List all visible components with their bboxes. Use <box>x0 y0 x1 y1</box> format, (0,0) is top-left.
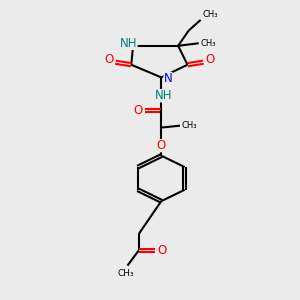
Text: O: O <box>206 53 214 66</box>
Text: CH₃: CH₃ <box>117 269 134 278</box>
Text: O: O <box>104 53 113 66</box>
Text: O: O <box>158 244 166 257</box>
Text: CH₃: CH₃ <box>202 10 218 19</box>
Text: N: N <box>164 72 172 85</box>
Text: NH: NH <box>155 89 172 102</box>
Text: O: O <box>134 104 142 117</box>
Text: O: O <box>157 139 166 152</box>
Text: NH: NH <box>120 37 137 50</box>
Text: CH₃: CH₃ <box>182 121 197 130</box>
Text: CH₃: CH₃ <box>201 39 216 48</box>
